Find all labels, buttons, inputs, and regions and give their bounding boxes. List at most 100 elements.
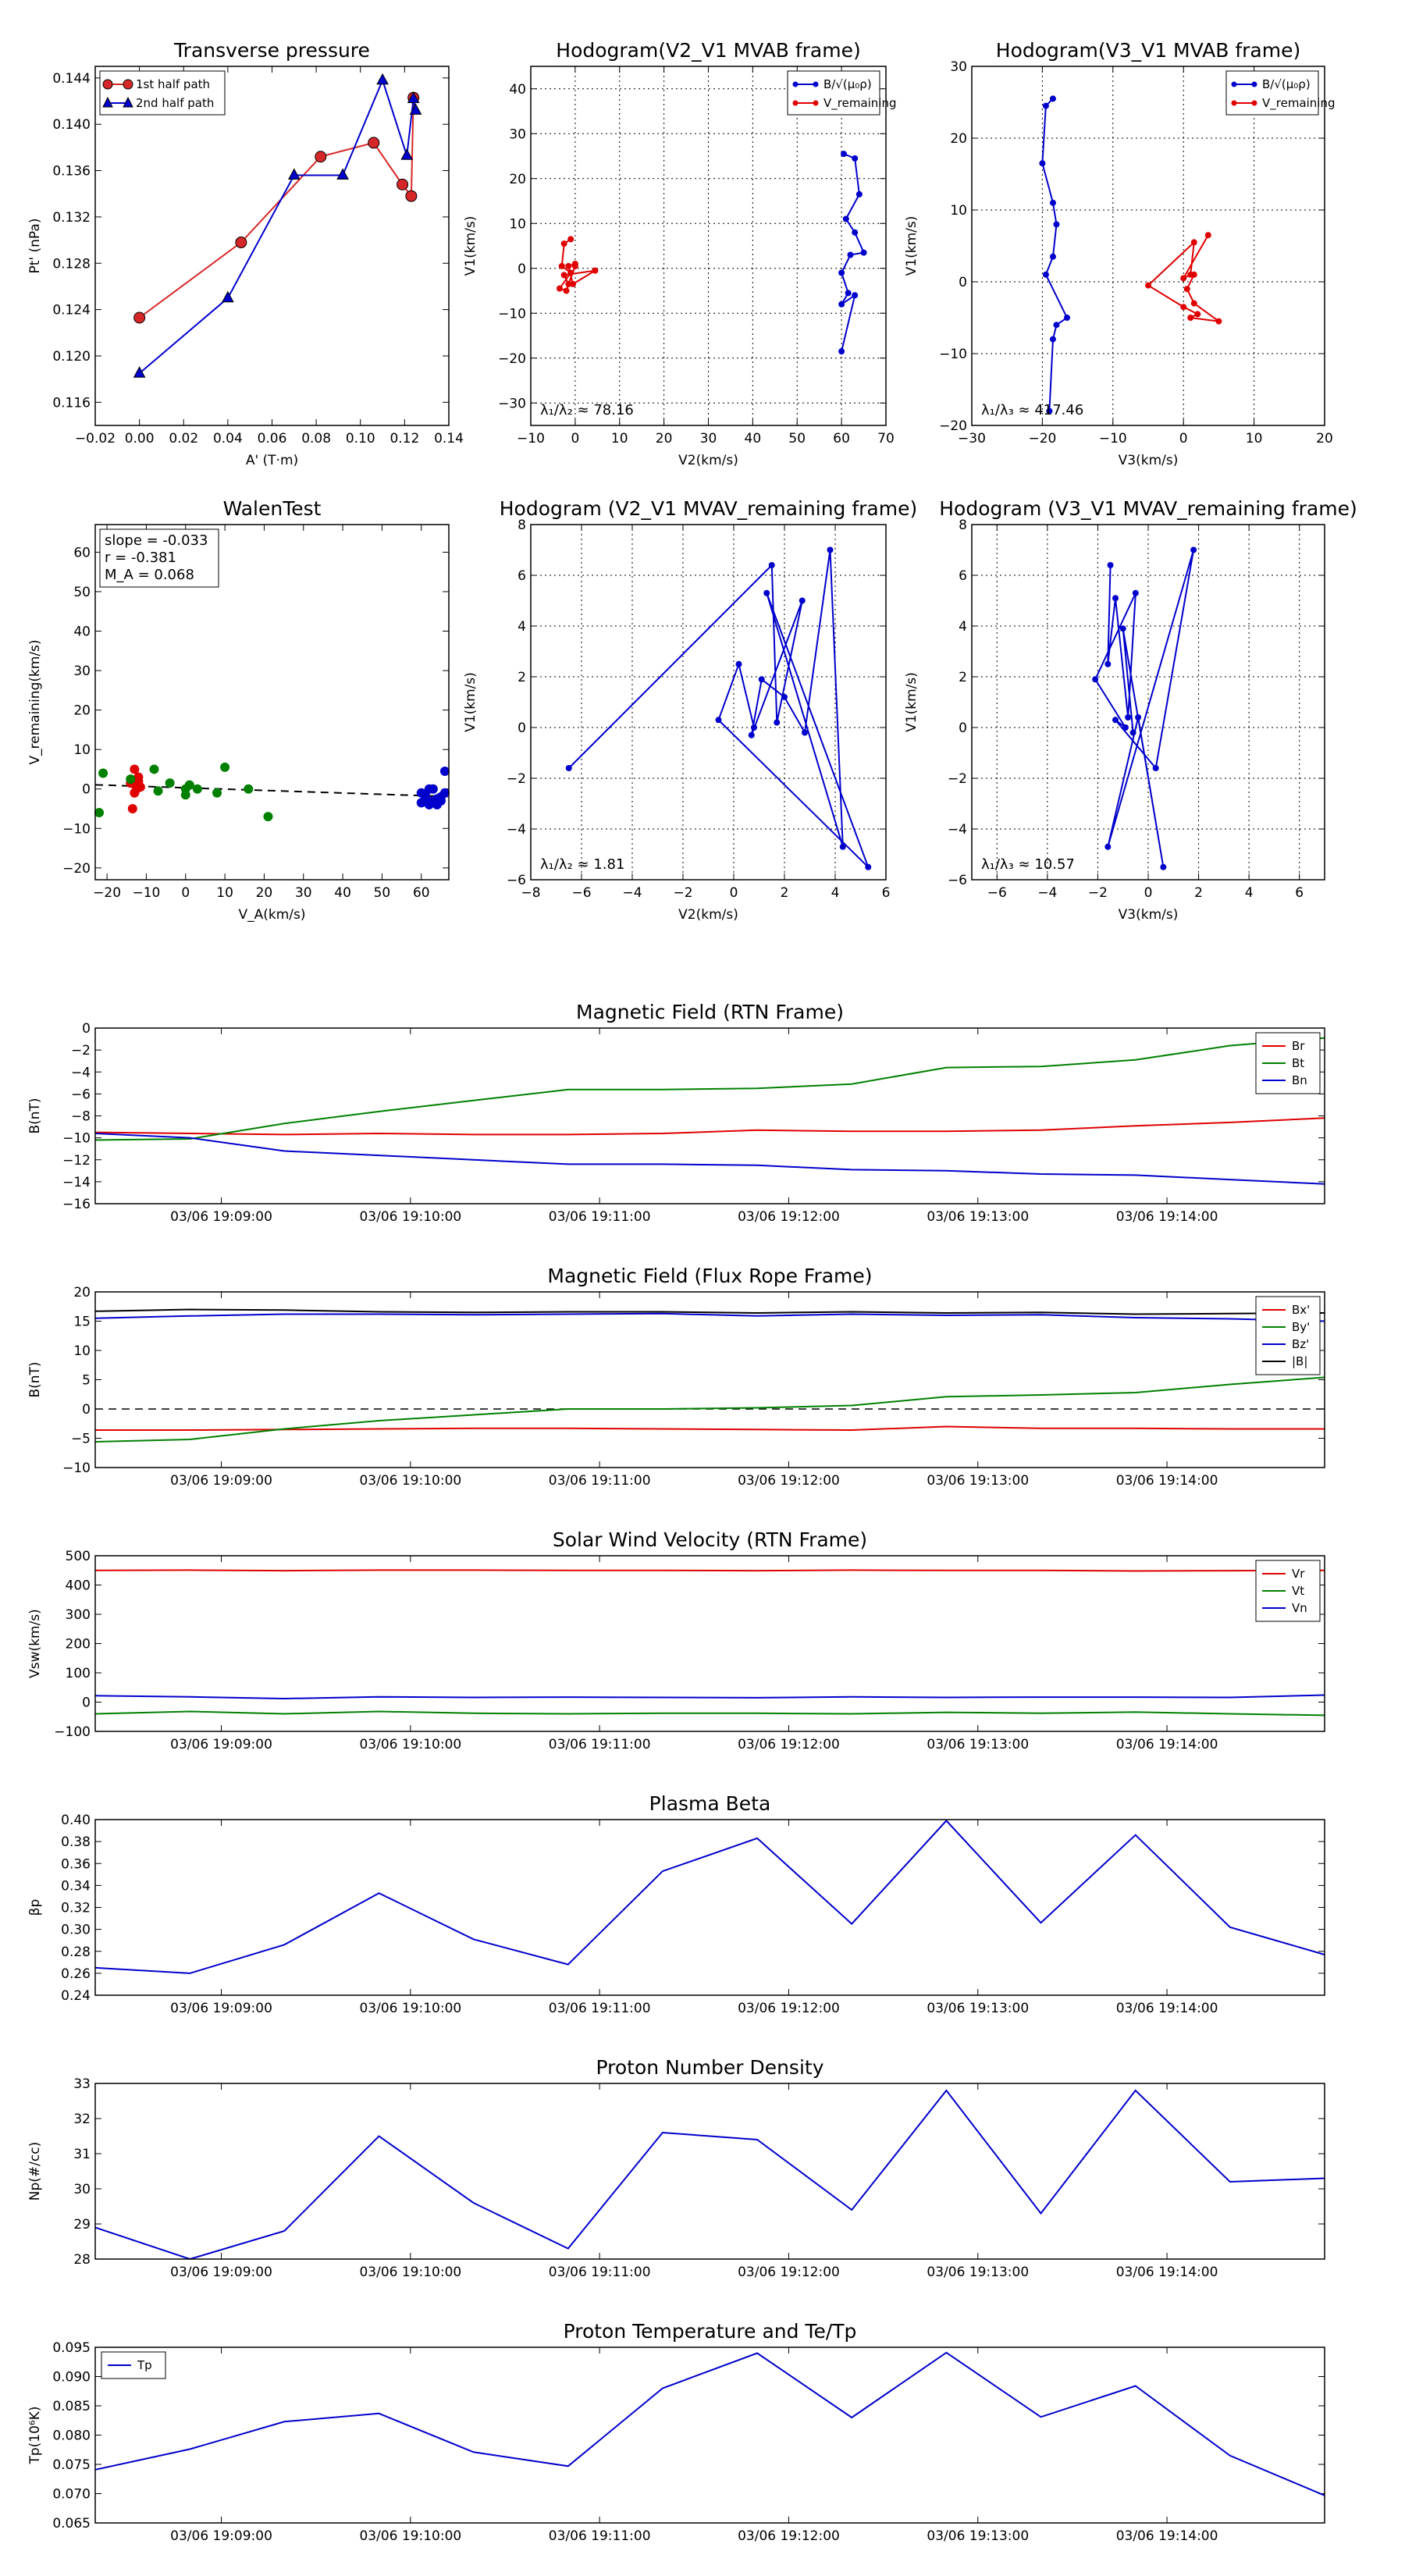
x-tick-label: 03/06 19:12:00 (738, 1737, 840, 1752)
chart-np: Proton Number Density 03/06 19:09:00 03/06… (27, 2056, 1325, 2280)
data-point (852, 292, 859, 299)
chart-title: Transverse pressure (173, 39, 370, 62)
chart-tp_temp: Proton Temperature and Te/Tp 03/06 19:09:… (27, 2320, 1325, 2544)
x-tick-label: 03/06 19:09:00 (170, 1737, 272, 1752)
eigenvalue-ratio: λ₁/λ₂ ≈ 1.81 (540, 856, 624, 873)
x-tick-label: 03/06 19:12:00 (738, 2001, 840, 2016)
y-tick-label: 0.36 (61, 1856, 91, 1872)
x-tick-label: −6 (987, 885, 1007, 901)
x-tick-label: 0 (181, 885, 190, 901)
data-point (592, 267, 599, 274)
scatter-point (98, 768, 108, 778)
stats-line: M_A = 0.068 (105, 567, 194, 583)
data-point (1049, 95, 1056, 102)
data-point (1049, 199, 1056, 206)
x-tick-label: 03/06 19:11:00 (549, 1737, 651, 1752)
x-tick-label: 03/06 19:10:00 (359, 2265, 461, 2280)
y-tick-label: 60 (73, 545, 91, 560)
stats-line: r = -0.381 (105, 550, 176, 566)
legend-marker (1231, 100, 1237, 106)
y-tick-label: 200 (66, 1637, 91, 1653)
axes-frame (530, 524, 887, 881)
chart-title: Plasma Beta (649, 1792, 771, 1815)
y-tick-label: 0.090 (52, 2370, 91, 2386)
data-point (376, 73, 389, 85)
y-tick-label: 0.40 (61, 1813, 91, 1828)
legend-marker (102, 96, 113, 108)
x-tick-label: 03/06 19:10:00 (359, 1737, 461, 1752)
data-point (1135, 714, 1142, 720)
data-point (405, 190, 418, 202)
y-tick-label: 0.136 (52, 164, 91, 180)
x-tick-label: 03/06 19:09:00 (170, 1209, 272, 1225)
x-tick-label: 03/06 19:13:00 (927, 1209, 1029, 1225)
data-point (1112, 595, 1119, 602)
x-tick-label: 03/06 19:13:00 (927, 2265, 1029, 2280)
data-point (838, 269, 845, 276)
series-line-Np (94, 2089, 1325, 2261)
series-line-Bx' (95, 1425, 1325, 1432)
chart-title: Magnetic Field (Flux Rope Frame) (547, 1265, 872, 1287)
y-tick-label: −5 (71, 1432, 91, 1447)
x-tick-label: 0 (1179, 431, 1188, 447)
data-point (1125, 714, 1132, 720)
axes-frame (94, 524, 450, 881)
x-axis-label: V_A(km/s) (238, 907, 305, 923)
data-point (838, 348, 845, 355)
x-tick-label: 4 (831, 885, 840, 901)
series-line-beta (94, 1819, 1325, 1974)
x-tick-label: 03/06 19:14:00 (1116, 2001, 1218, 2016)
x-tick-label: −30 (958, 431, 986, 447)
scatter-point (126, 774, 136, 785)
chart-walen: WalenTest −20 −10 0 10 20 30 40 50 60 −20 −10 0 10 20 3… (27, 497, 450, 923)
series-line-2nd half path (138, 77, 417, 374)
y-tick-label: 500 (66, 1549, 91, 1564)
y-tick-label: −4 (948, 822, 967, 838)
legend: B/√(μ₀ρ) V_remaining (787, 70, 897, 116)
y-tick-label: 30 (73, 2182, 91, 2197)
chart-title: Solar Wind Velocity (RTN Frame) (553, 1528, 867, 1551)
x-tick-label: 0.06 (258, 431, 287, 447)
y-tick-label: 0.32 (61, 1901, 91, 1916)
x-tick-label: 20 (1316, 431, 1333, 447)
x-tick-label: 03/06 19:14:00 (1116, 1473, 1218, 1489)
chart-beta: Plasma Beta 03/06 19:09:00 03/06 19:10:00 0… (27, 1792, 1325, 2016)
y-tick-label: 50 (73, 585, 91, 600)
y-tick-label: −10 (62, 1131, 91, 1147)
y-axis-label: V1(km/s) (904, 672, 919, 732)
stats-frame (99, 528, 219, 588)
legend-label: Bn (1292, 1073, 1307, 1087)
data-point (715, 717, 722, 724)
series-line-Bt (94, 1037, 1325, 1141)
scatter-point (94, 808, 105, 818)
series-line-By' (94, 1376, 1325, 1443)
x-tick-label: −8 (521, 885, 540, 901)
x-tick-label: 03/06 19:13:00 (927, 1737, 1029, 1752)
chart-title: Hodogram(V3_V1 MVAB frame) (996, 39, 1300, 62)
data-point (407, 91, 420, 104)
scatter-point (192, 784, 202, 794)
y-axis-label: Vsw(km/s) (27, 1609, 43, 1678)
scatter-point (165, 778, 175, 788)
data-point (751, 724, 757, 731)
scatter-point (130, 788, 140, 798)
x-tick-label: −4 (1037, 885, 1057, 901)
eigenvalue-ratio: λ₁/λ₃ ≈ 10.57 (981, 856, 1075, 873)
x-tick-label: −10 (132, 885, 160, 901)
data-point (1132, 589, 1139, 596)
chart-h21: Hodogram(V2_V1 MVAB frame) −10 0 10 20 30 40 50… (463, 39, 897, 468)
x-tick-label: 70 (877, 431, 895, 447)
legend-box (1255, 1296, 1321, 1375)
legend-label: Bx' (1292, 1303, 1310, 1317)
y-tick-label: −10 (62, 821, 91, 837)
chart-title: WalenTest (223, 497, 322, 520)
legend-marker (813, 100, 819, 106)
data-point (1049, 253, 1056, 260)
data-point (1180, 304, 1187, 311)
y-tick-label: 4 (959, 619, 967, 635)
y-axis-label: Tp(10⁶K) (27, 2406, 43, 2464)
axes-frame (94, 1555, 1325, 1732)
data-point (852, 229, 859, 236)
scatter-point (424, 799, 434, 809)
legend: Vr Vt Vn (1255, 1560, 1321, 1622)
